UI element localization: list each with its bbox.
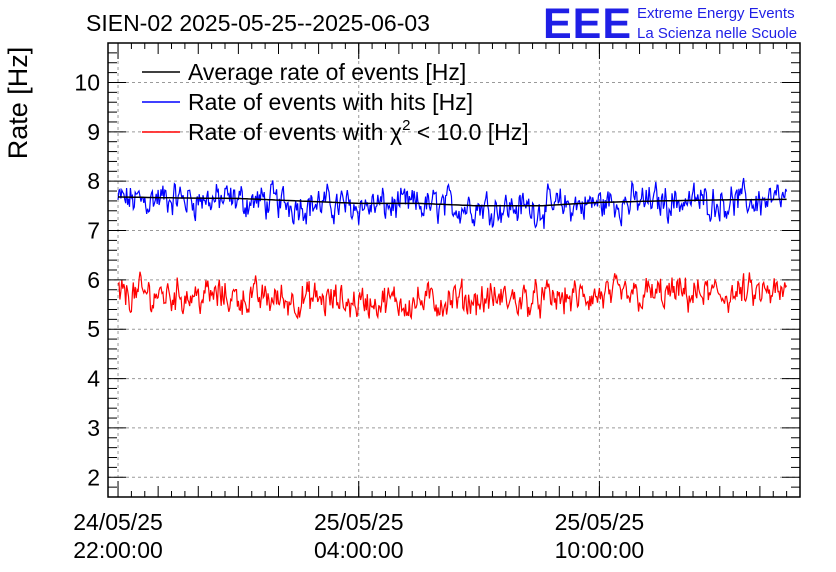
y-tick-label: 3 <box>87 415 100 441</box>
y-tick-label: 2 <box>87 464 100 490</box>
hits-series-line <box>117 177 788 229</box>
x-tick-date-label: 25/05/25 <box>555 509 645 535</box>
logo-line-1: Extreme Energy Events <box>637 5 795 22</box>
chart-title: SIEN-02 2025-05-25--2025-06-03 <box>86 10 430 36</box>
axis-labels: 234567891024/05/2522:00:0025/05/2504:00:… <box>73 69 644 563</box>
logo-caption: Extreme Energy Events La Scienza nelle S… <box>637 4 797 44</box>
y-tick-label: 7 <box>87 218 100 244</box>
y-tick-label: 4 <box>87 366 100 392</box>
chi2-series-line <box>117 271 788 321</box>
x-tick-date-label: 24/05/25 <box>73 509 163 535</box>
y-tick-label: 6 <box>87 267 100 293</box>
y-axis-label: Rate [Hz] <box>3 47 33 160</box>
legend-text-part: Rate of events with χ <box>188 119 402 145</box>
legend-label-hits: Rate of events with hits [Hz] <box>188 89 473 115</box>
logo-line-2: La Scienza nelle Scuole <box>637 25 798 42</box>
y-tick-label: 9 <box>87 119 100 145</box>
legend-text-part: < 10.0 [Hz] <box>410 119 528 145</box>
x-tick-time-label: 04:00:00 <box>314 537 404 563</box>
legend-label-average: Average rate of events [Hz] <box>188 59 466 85</box>
grid-lines <box>108 43 800 497</box>
series-lines <box>117 177 788 321</box>
eee-logo: EEE <box>543 0 633 48</box>
y-tick-label: 10 <box>74 69 100 95</box>
x-tick-date-label: 25/05/25 <box>314 509 404 535</box>
legend-text-part: Rate of events with hits [Hz] <box>188 89 473 115</box>
legend-text-part: Average rate of events [Hz] <box>188 59 466 85</box>
axis-ticks <box>108 42 801 497</box>
legend: Average rate of events [Hz] Rate of event… <box>142 59 529 145</box>
x-tick-time-label: 22:00:00 <box>73 537 163 563</box>
x-tick-time-label: 10:00:00 <box>555 537 645 563</box>
y-tick-label: 5 <box>87 316 100 342</box>
average-series-line <box>118 196 787 207</box>
y-tick-label: 8 <box>87 168 100 194</box>
legend-label-chi2: Rate of events with χ2 < 10.0 [Hz] <box>188 117 529 145</box>
legend-superscript: 2 <box>402 117 410 134</box>
